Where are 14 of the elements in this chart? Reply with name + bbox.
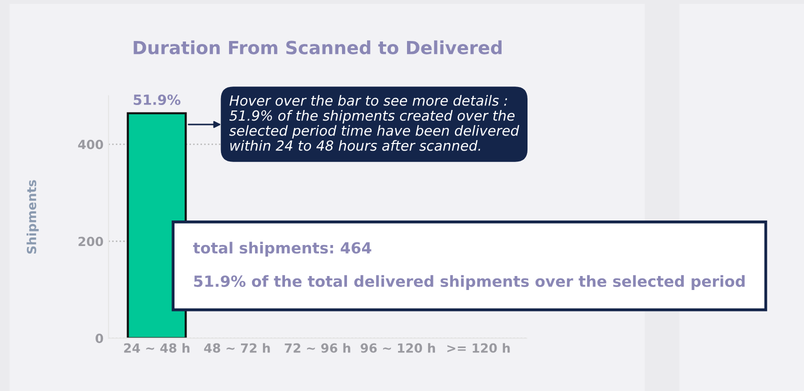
y-tick-label: 0	[96, 334, 104, 344]
y-tick-label: 400	[78, 140, 104, 150]
annotation: 51.9%	[134, 94, 180, 106]
x-tick-label: 72 ~ 96 h	[284, 343, 350, 353]
x-tick-label: 48 ~ 72 h	[204, 343, 270, 353]
annotation: 51.9% of the total delivered shipments over the selected period	[194, 275, 745, 290]
annotation: total shipments: 464	[193, 242, 372, 257]
x-tick-label: >= 120 h	[447, 343, 510, 353]
chart-title: Duration From Scanned to Delivered	[134, 40, 502, 54]
x-tick-label: 96 ~ 120 h	[360, 343, 435, 353]
y-axis-title: Shipments	[26, 180, 39, 254]
annotation: Hover over the bar to see more details : 51.9% of the shipments created over the selected period time have been delivered within 24 to 48 hours after scanned.	[229, 95, 520, 151]
x-tick-label: 24 ~ 48 h	[124, 343, 190, 353]
y-tick-label: 200	[78, 236, 104, 246]
